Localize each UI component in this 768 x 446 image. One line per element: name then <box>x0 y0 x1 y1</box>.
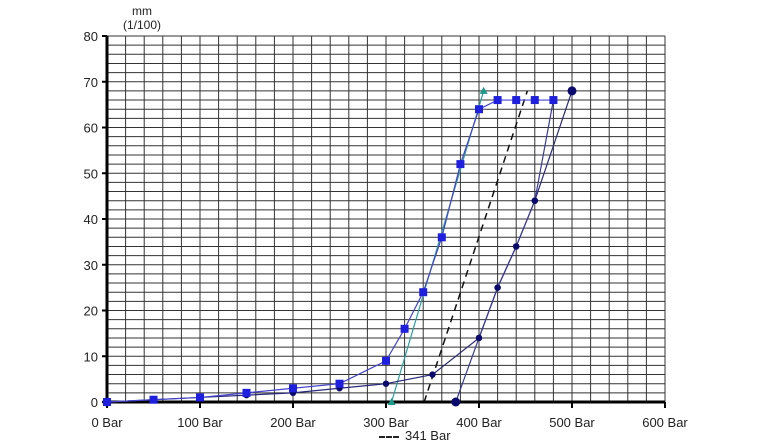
square-marker <box>400 324 409 333</box>
x-tick-label: 400 Bar <box>456 415 502 430</box>
dashed-line-icon <box>379 435 399 438</box>
diamond-marker <box>531 197 538 204</box>
square-marker <box>475 105 483 114</box>
square-marker <box>456 160 465 169</box>
legend-label: 341 Bar <box>405 428 451 443</box>
square-marker <box>289 384 297 393</box>
series-341-bar <box>423 90 529 403</box>
square-marker <box>549 96 558 105</box>
square-marker <box>437 233 446 242</box>
diamond-marker <box>567 86 577 96</box>
x-tick-label: 100 Bar <box>177 415 223 430</box>
diamond-marker <box>382 380 390 387</box>
square-marker <box>242 388 251 397</box>
series-teal <box>387 86 488 405</box>
diamond-marker <box>429 371 436 378</box>
x-tick-label: 200 Bar <box>270 415 316 430</box>
series-line <box>391 90 485 403</box>
y-tick-label: 50 <box>84 166 98 181</box>
y-tick-label: 30 <box>84 258 98 273</box>
y-tick-label: 60 <box>84 121 98 136</box>
y-unit-line2: (1/100) <box>122 18 162 32</box>
x-tick-label: 0 Bar <box>91 415 123 430</box>
axes <box>102 35 666 408</box>
triangle-marker <box>387 398 396 405</box>
y-unit-line1: mm <box>132 4 152 18</box>
y-tick-label: 20 <box>84 304 98 319</box>
diamond-marker <box>513 243 520 250</box>
series-line <box>423 90 529 403</box>
data-series <box>102 86 577 407</box>
square-marker <box>382 356 390 365</box>
series-diamonds-steep <box>451 96 557 407</box>
y-unit-label: mm (1/100) <box>112 4 172 32</box>
x-tick-label: 500 Bar <box>549 415 595 430</box>
square-marker <box>149 395 158 404</box>
series-line <box>455 99 554 403</box>
y-tick-label: 70 <box>84 75 98 90</box>
diamond-marker <box>494 284 501 291</box>
x-tick-label: 300 Bar <box>363 415 409 430</box>
axis-labels: 0 10 20 30 40 50 60 70 80 0 Bar 100 Bar 200 Bar 300 … <box>84 29 689 430</box>
square-marker <box>493 96 502 105</box>
y-tick-label: 80 <box>84 29 98 44</box>
square-marker <box>335 379 344 388</box>
x-tick-label: 600 Bar <box>642 415 688 430</box>
series-line <box>106 99 554 403</box>
diamond-marker <box>475 334 483 342</box>
y-tick-label: 10 <box>84 349 98 364</box>
triangle-marker <box>479 86 488 94</box>
square-marker <box>512 96 521 105</box>
square-marker <box>419 288 428 297</box>
square-marker <box>530 96 539 105</box>
square-marker <box>196 393 204 402</box>
y-tick-label: 0 <box>91 395 98 410</box>
series-squares <box>103 96 558 406</box>
grid-lines <box>106 35 666 403</box>
square-marker <box>103 398 111 406</box>
y-tick-label: 40 <box>84 212 98 227</box>
diamond-marker <box>451 397 461 407</box>
dashed-legend: 341 Bar <box>379 428 451 443</box>
